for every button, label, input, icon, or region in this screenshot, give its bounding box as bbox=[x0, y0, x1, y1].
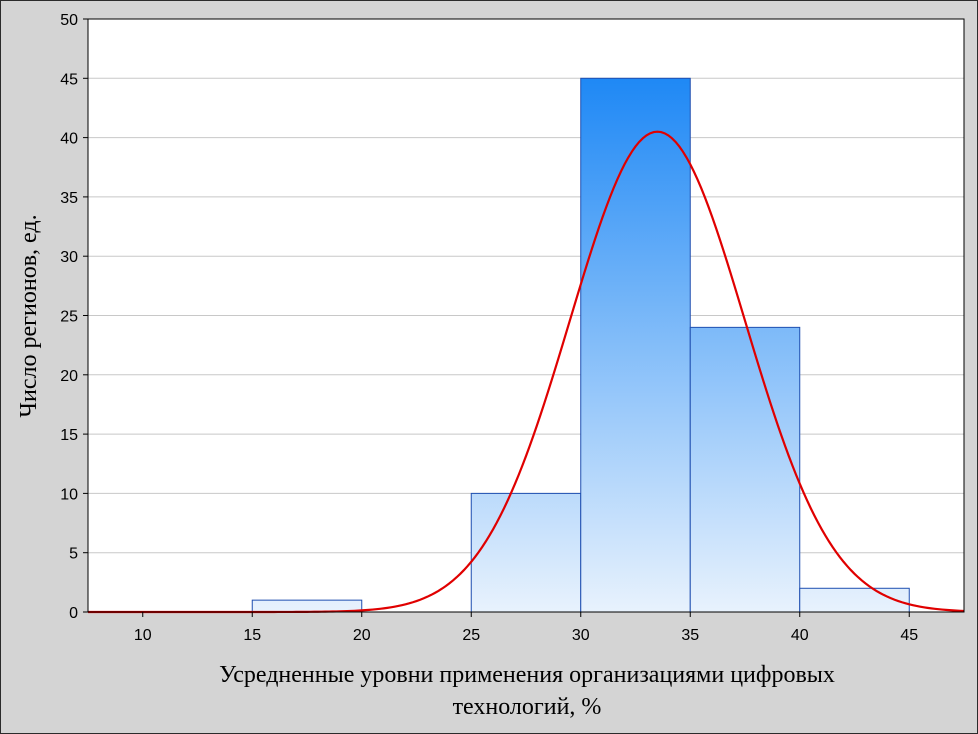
x-axis-title-line-2: технологий, % bbox=[453, 694, 602, 720]
y-tick-label: 45 bbox=[60, 71, 78, 88]
bars bbox=[251, 77, 910, 613]
x-axis: 10 15 20 25 30 35 40 45 bbox=[134, 612, 918, 644]
y-tick-label: 10 bbox=[60, 486, 78, 503]
y-tick-label: 50 bbox=[60, 12, 78, 29]
y-axis: 0 5 10 15 20 25 30 35 40 45 50 bbox=[60, 12, 88, 622]
x-tick-label: 25 bbox=[462, 627, 480, 644]
x-axis-title-line-1: Усредненные уровни применения организаци… bbox=[219, 662, 835, 688]
y-tick-label: 25 bbox=[60, 309, 78, 326]
x-tick-label: 35 bbox=[681, 627, 699, 644]
histogram-bar bbox=[689, 326, 801, 613]
histogram-bar bbox=[580, 77, 691, 613]
x-tick-label: 45 bbox=[900, 627, 918, 644]
y-tick-label: 20 bbox=[60, 368, 78, 385]
y-tick-label: 30 bbox=[60, 249, 78, 266]
x-tick-label: 40 bbox=[791, 627, 809, 644]
y-tick-label: 40 bbox=[60, 131, 78, 148]
x-tick-label: 10 bbox=[134, 627, 152, 644]
histogram-bar bbox=[470, 492, 582, 613]
gridlines bbox=[88, 77, 964, 554]
x-tick-label: 15 bbox=[243, 627, 261, 644]
y-tick-label: 5 bbox=[69, 546, 78, 563]
y-tick-label: 35 bbox=[60, 190, 78, 207]
y-axis-title: Число регионов, ед. bbox=[16, 214, 42, 417]
x-tick-label: 20 bbox=[353, 627, 371, 644]
y-tick-label: 15 bbox=[60, 427, 78, 444]
x-tick-label: 30 bbox=[572, 627, 590, 644]
y-tick-label: 0 bbox=[69, 605, 78, 622]
